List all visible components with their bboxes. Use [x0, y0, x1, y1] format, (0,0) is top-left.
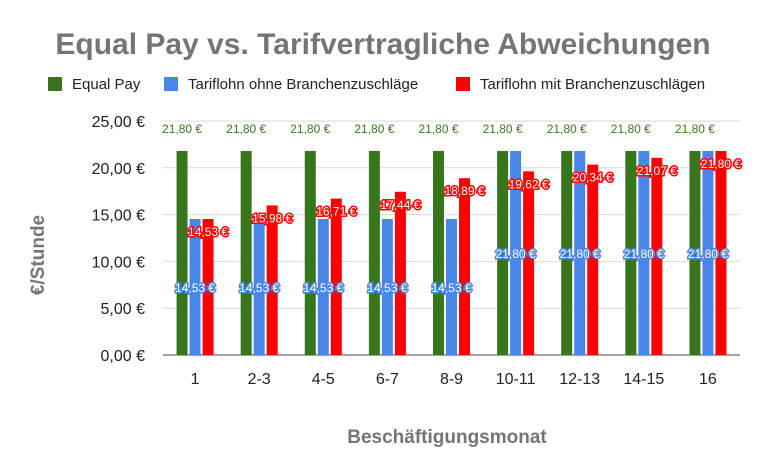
data-label: 16,71 € [316, 205, 356, 219]
legend-label: Equal Pay [72, 76, 141, 93]
legend-swatch [456, 77, 470, 91]
bar [330, 198, 342, 355]
data-label: 21,80 € [226, 122, 266, 136]
bar [381, 218, 393, 355]
y-axis-ticks: 0,00 € 5,00 € 10,00 € 15,00 € 20,00 € 25,00 € [92, 114, 145, 365]
bar [176, 150, 188, 355]
data-label: 21,80 € [418, 122, 458, 136]
x-tick-label: 6-7 [376, 371, 399, 388]
bar [587, 164, 599, 355]
bar [651, 157, 663, 355]
x-tick-label: 8-9 [440, 371, 463, 388]
data-label: 14,53 € [188, 225, 228, 239]
bar [240, 150, 252, 355]
x-tick-label: 16 [699, 371, 717, 388]
y-tick-label: 5,00 € [101, 301, 146, 318]
x-tick-label: 4-5 [312, 371, 335, 388]
bar [497, 150, 509, 355]
bar [459, 178, 470, 355]
data-label: 20,34 € [573, 171, 613, 185]
data-label: 19,62 € [509, 177, 549, 191]
data-label: 14,53 € [367, 281, 407, 295]
bars [176, 150, 727, 355]
bar [561, 150, 573, 355]
legend-label: Tariflohn mit Branchenzuschlägen [480, 76, 705, 93]
bar [523, 171, 535, 355]
bar [394, 191, 406, 355]
bar [368, 150, 380, 355]
y-tick-label: 10,00 € [92, 254, 145, 271]
bar [189, 218, 201, 355]
data-label: 15,98 € [252, 211, 292, 225]
data-label: 21,80 € [675, 122, 715, 136]
legend-label: Tariflohn ohne Branchenzuschläge [188, 76, 418, 93]
bar [433, 150, 444, 355]
data-label: 18,89 € [444, 184, 484, 198]
chart-title: Equal Pay vs. Tarifvertragliche Abweichu… [55, 28, 710, 61]
bar [574, 150, 586, 355]
bar [625, 150, 637, 355]
legend: Equal Pay Tariflohn ohne Branchenzuschläg… [48, 76, 705, 93]
data-label: 21,80 € [162, 122, 202, 136]
data-label: 21,80 € [624, 247, 664, 261]
data-label: 14,53 € [239, 281, 279, 295]
y-tick-label: 15,00 € [92, 208, 145, 225]
data-label: 21,80 € [611, 122, 651, 136]
data-label: 21,80 € [354, 122, 394, 136]
data-label: 21,80 € [483, 122, 523, 136]
data-label: 14,53 € [303, 281, 343, 295]
x-tick-label: 1 [191, 371, 200, 388]
data-label: 14,53 € [431, 281, 471, 295]
data-label: 21,07 € [637, 164, 677, 178]
bar [266, 205, 278, 355]
x-tick-label: 10-11 [496, 371, 536, 388]
data-label: 21,80 € [547, 122, 587, 136]
x-axis-ticks: 1 2-3 4-5 6-7 8-9 10-11 12-13 14-15 16 [191, 371, 717, 388]
bar [317, 218, 329, 355]
y-tick-label: 20,00 € [92, 161, 145, 178]
legend-swatch [164, 77, 178, 91]
x-tick-label: 12-13 [559, 371, 600, 388]
y-axis-title: €/Stunde [28, 215, 49, 295]
bar [689, 150, 701, 355]
x-tick-label: 2-3 [248, 371, 271, 388]
data-label: 17,44 € [380, 198, 420, 212]
data-label: 21,80 € [290, 122, 330, 136]
data-label: 21,80 € [701, 157, 741, 171]
bar [202, 218, 214, 355]
data-label: 21,80 € [496, 247, 536, 261]
legend-swatch [48, 77, 62, 91]
data-label: 14,53 € [175, 281, 215, 295]
x-axis-title: Beschäftigungsmonat [347, 427, 547, 448]
data-label: 21,80 € [560, 247, 600, 261]
x-tick-label: 14-15 [623, 371, 664, 388]
bar [446, 218, 457, 355]
bar [510, 150, 522, 355]
bar [304, 150, 316, 355]
bar [638, 150, 650, 355]
y-tick-label: 0,00 € [101, 348, 146, 365]
y-tick-label: 25,00 € [92, 114, 145, 131]
bar [702, 150, 714, 355]
data-label: 21,80 € [688, 247, 728, 261]
data-labels: 21,80 € 14,53 € 14,53 € 21,80 € 14,53 € 15,98… [162, 122, 743, 296]
bar [253, 218, 265, 355]
bar [715, 150, 727, 355]
